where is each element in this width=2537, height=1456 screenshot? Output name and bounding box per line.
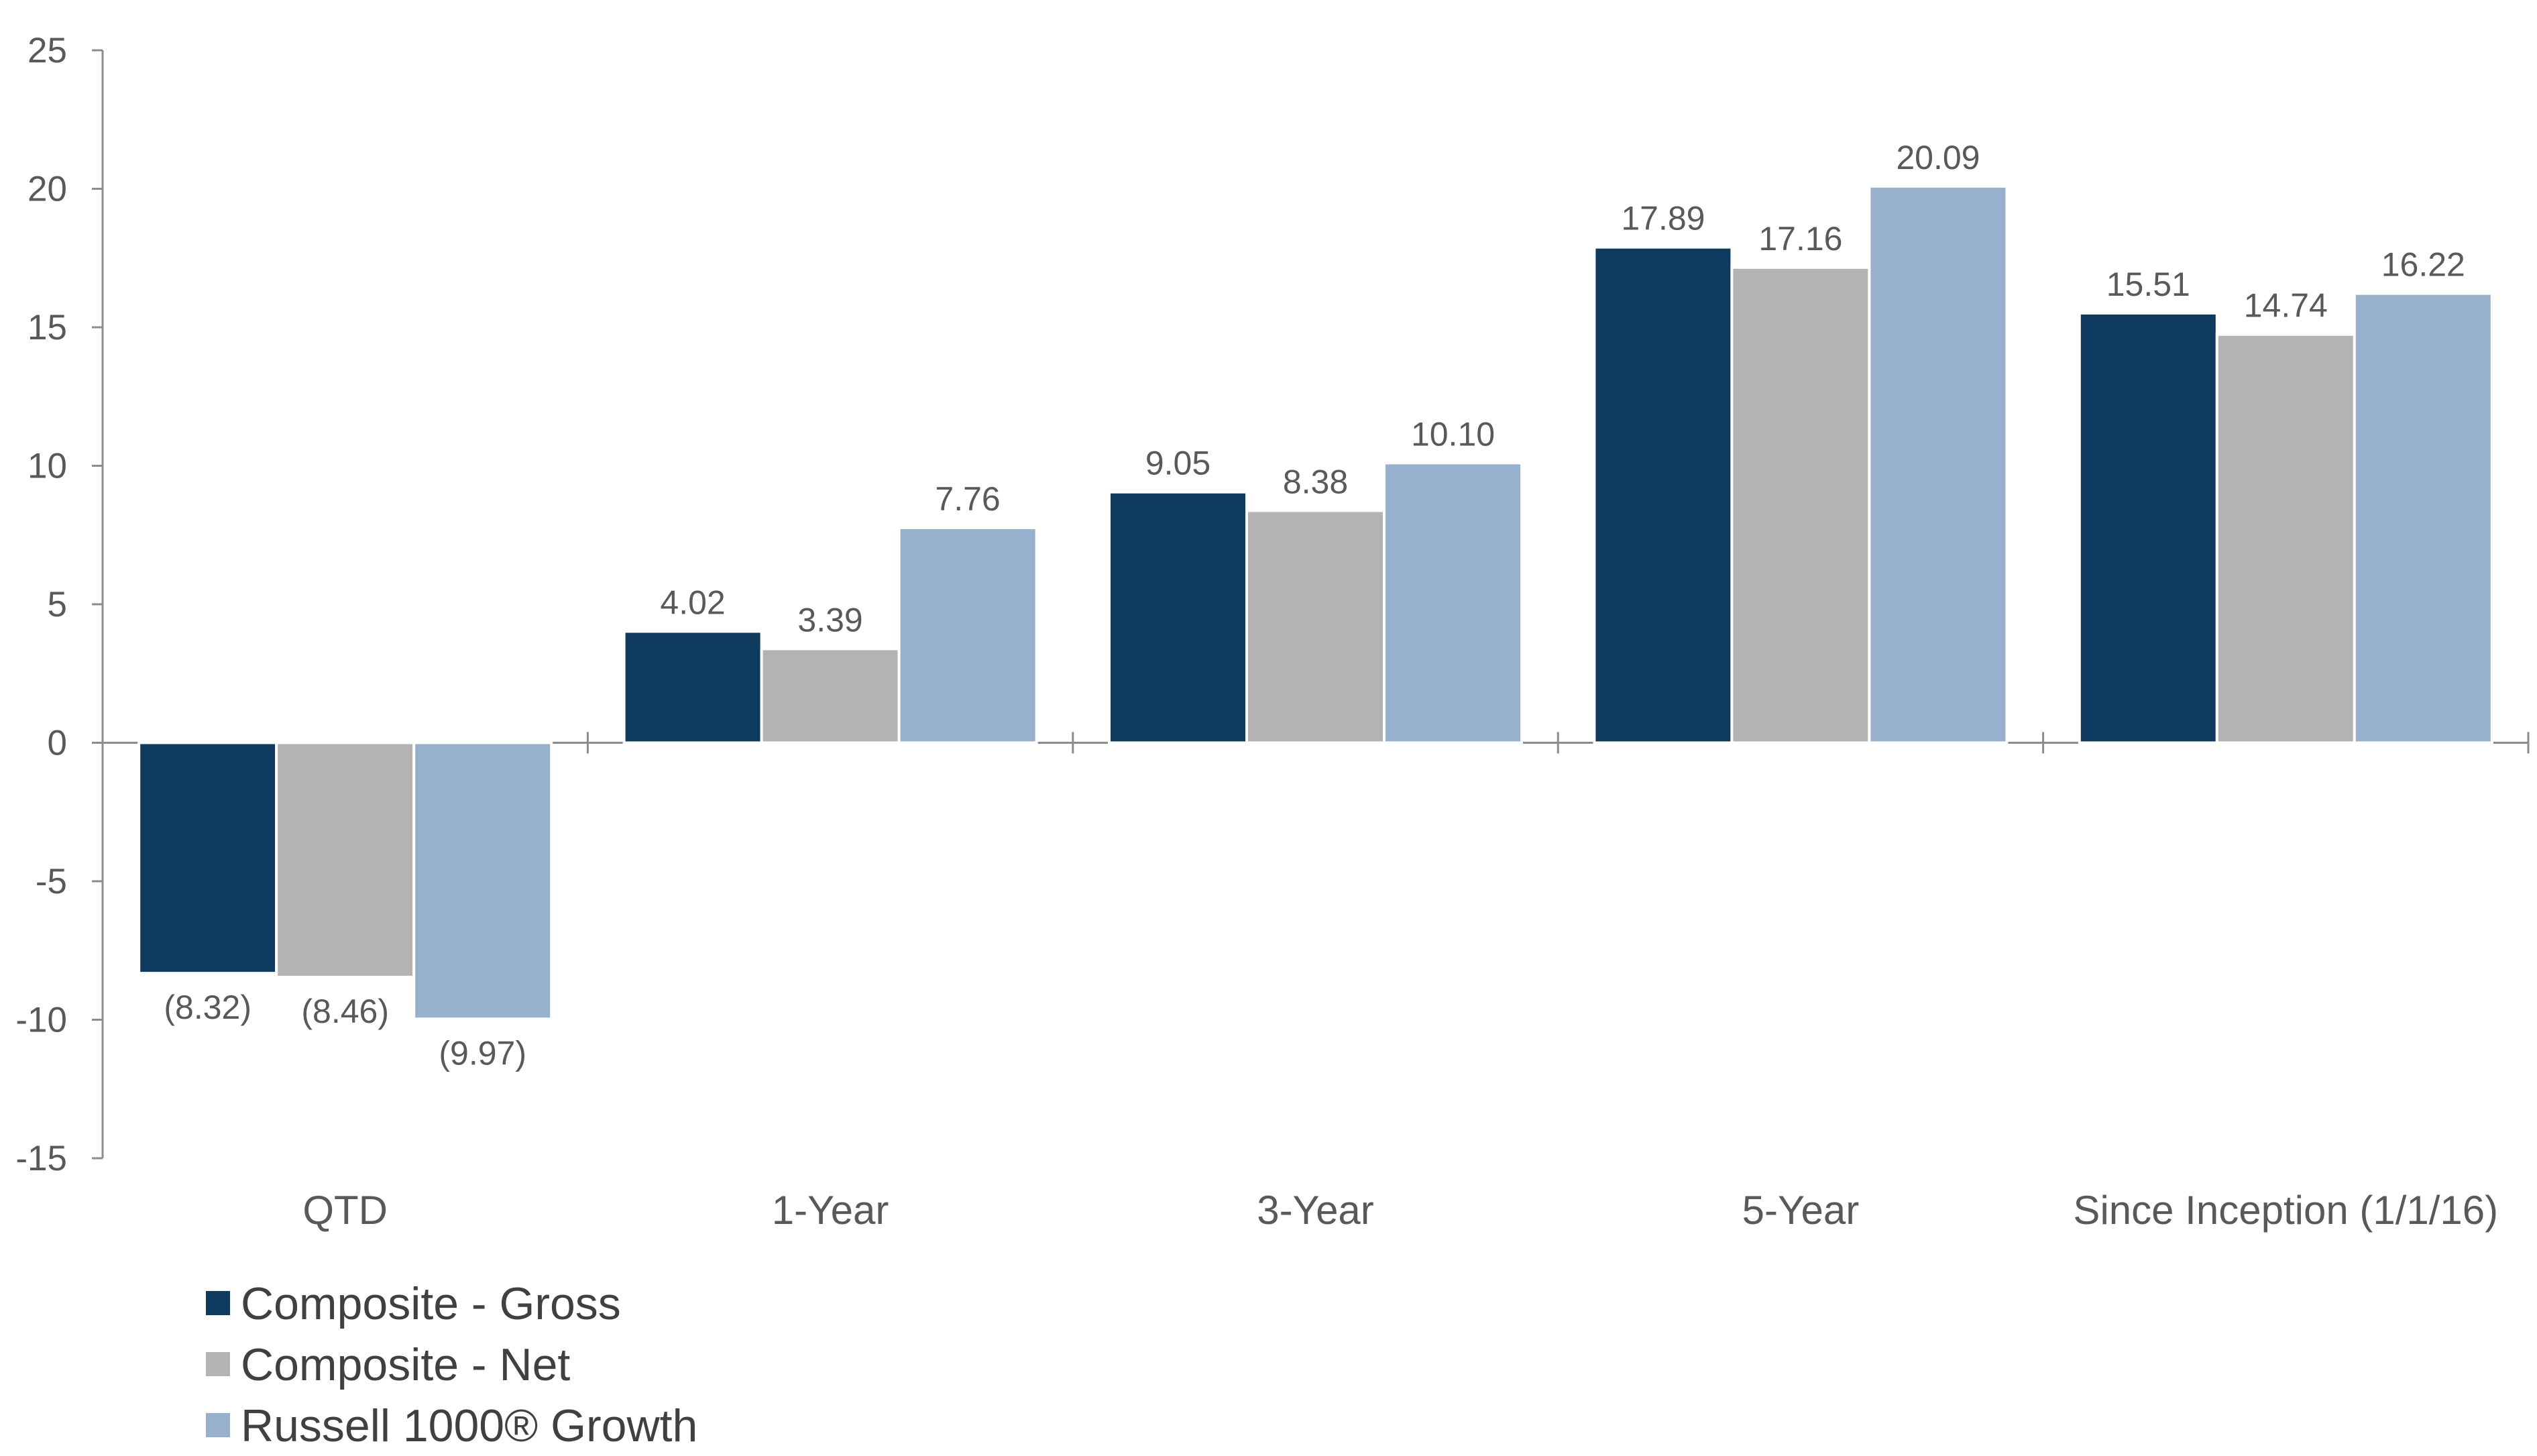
legend-swatch <box>206 1413 230 1437</box>
bar-russell-1000-growth <box>1383 461 1523 744</box>
bar-composite-gross <box>622 630 763 744</box>
data-label: 20.09 <box>1896 139 1980 176</box>
bar-russell-1000-growth <box>2353 292 2493 744</box>
y-tick-label: 15 <box>27 308 67 347</box>
bar-composite-net <box>2215 333 2356 744</box>
bar-russell-1000-growth <box>897 526 1038 744</box>
bar-composite-gross <box>2078 311 2218 744</box>
y-tick-label: 20 <box>27 170 67 209</box>
y-tick-label: 0 <box>48 724 67 763</box>
x-category-label: Since Inception (1/1/16) <box>2073 1188 2498 1233</box>
data-label: 14.74 <box>2244 287 2328 325</box>
bar-russell-1000-growth <box>412 741 553 1021</box>
x-category-label: 5-Year <box>1742 1188 1860 1233</box>
x-category-label: 1-Year <box>772 1188 889 1233</box>
y-tick-label: -15 <box>15 1139 67 1178</box>
data-label: 9.05 <box>1145 445 1210 482</box>
legend-swatch <box>206 1291 230 1315</box>
data-label: 3.39 <box>797 601 862 638</box>
y-tick-label: 5 <box>48 585 67 624</box>
data-label: 7.76 <box>935 480 1000 518</box>
data-label: 15.51 <box>2106 266 2190 303</box>
data-label: (9.97) <box>439 1034 526 1072</box>
y-tick-label: -5 <box>36 862 67 901</box>
legend-label: Composite - Gross <box>241 1278 621 1329</box>
x-category-label: QTD <box>302 1188 388 1233</box>
data-label: 16.22 <box>2381 246 2465 284</box>
data-label: (8.46) <box>301 993 389 1030</box>
x-category-label: 3-Year <box>1257 1188 1374 1233</box>
data-label: 4.02 <box>660 583 725 621</box>
bar-composite-net <box>1245 509 1386 744</box>
data-label: 10.10 <box>1411 415 1495 453</box>
data-label: 17.89 <box>1621 200 1705 237</box>
y-tick-label: -10 <box>15 1001 67 1040</box>
legend-label: Russell 1000® Growth <box>241 1400 697 1451</box>
data-labels: (8.32) (8.46) (9.97) 4.02 3.39 7.76 9.05 8.38 10… <box>164 139 2465 1072</box>
bar-composite-gross <box>137 741 278 975</box>
y-tick-label: 10 <box>27 447 67 486</box>
bars <box>137 184 2493 1021</box>
data-label: (8.32) <box>164 989 251 1026</box>
legend: Composite - Gross Composite - Net Russell … <box>206 1278 697 1451</box>
bar-composite-net <box>1730 266 1871 744</box>
bar-composite-net <box>760 647 901 744</box>
data-label: 8.38 <box>1283 463 1348 500</box>
legend-label: Composite - Net <box>241 1339 570 1390</box>
bar-composite-gross <box>1593 245 1734 744</box>
bar-russell-1000-growth <box>1868 184 2009 744</box>
y-tick-label: 25 <box>27 31 67 70</box>
bar-composite-gross <box>1108 490 1248 744</box>
data-label: 17.16 <box>1758 220 1842 258</box>
legend-swatch <box>206 1352 230 1376</box>
bar-composite-net <box>275 741 416 978</box>
